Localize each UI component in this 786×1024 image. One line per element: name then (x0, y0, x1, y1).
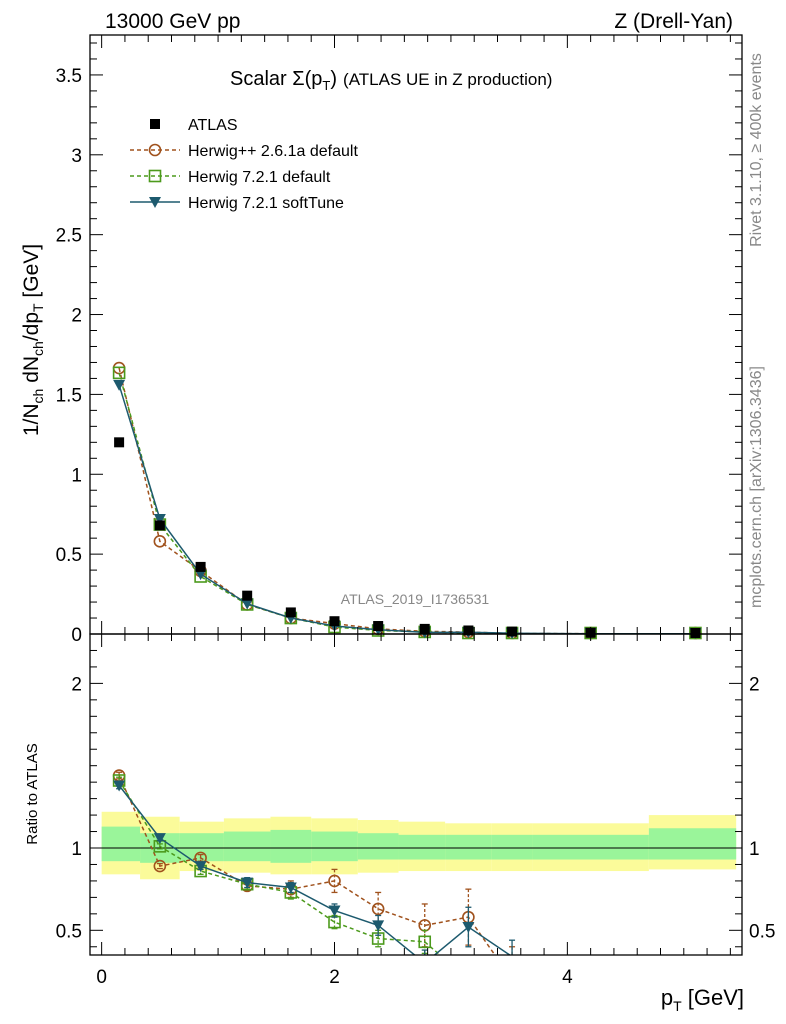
main-ytick-label: 3.5 (56, 66, 82, 87)
main-ytick-label: 0 (71, 625, 82, 646)
main-point-3-3 (241, 598, 254, 610)
legend-label-2: Herwig 7.2.1 default (188, 169, 331, 186)
legend-label-1: Herwig++ 2.6.1a default (188, 143, 358, 160)
ratio-ytick-label-left: 0.5 (56, 921, 82, 942)
ratio-point-2-8 (462, 922, 475, 934)
ratio-point-0-1 (153, 859, 167, 873)
legend-marker-1 (148, 143, 162, 157)
ratio-point-2-3 (241, 877, 254, 889)
main-point-0-3 (242, 590, 253, 601)
ratio-point-1-7 (418, 935, 432, 949)
ratio-point-2-0 (113, 780, 126, 792)
main-point-0-4 (285, 607, 296, 618)
main-point-0-2 (195, 561, 206, 572)
ratio-frame (89, 633, 743, 956)
main-ytick-label: 1 (71, 465, 82, 486)
main-series-0 (114, 437, 701, 638)
main-point-0-7 (419, 623, 430, 634)
x-label-main: p (661, 985, 673, 1010)
main-point-1-1 (153, 535, 167, 548)
ratio-xtick-label: 0 (96, 967, 107, 988)
axes: 0 0.5 1 1.5 2 2.5 3 3.5 0 2 4 0.5 0.5 1 1 2 2 (56, 34, 775, 988)
ratio-point-0-5 (328, 874, 341, 888)
legend: ATLAS Herwig++ 2.6.1a default Herwig 7.2.1… (130, 117, 358, 212)
ratio-point-2-4 (284, 882, 297, 894)
ratio-series-2 (113, 780, 516, 955)
ratio-point-2-1 (153, 833, 166, 845)
ratio-xtick-label: 4 (562, 967, 573, 988)
side-text-top: Rivet 3.1.10, ≥ 400k events (748, 53, 765, 247)
main-point-3-1 (153, 513, 166, 525)
main-point-0-11 (690, 628, 701, 638)
main-ylabel: 1/Nch dNch/dpT [GeV] (20, 244, 46, 436)
main-point-0-1 (154, 520, 165, 531)
band-green-0 (101, 826, 141, 862)
legend-marker-2 (148, 169, 162, 183)
header-right: Z (Drell-Yan) (614, 10, 733, 33)
x-label-sub: T (673, 998, 682, 1014)
header-left: 13000 GeV pp (105, 10, 240, 33)
main-point-0-9 (507, 626, 518, 637)
x-label-rest: [GeV] (682, 985, 744, 1010)
ratio-series-0 (112, 769, 516, 955)
band-green-5 (311, 831, 358, 862)
watermark: ATLAS_2019_I1736531 (341, 591, 490, 607)
legend-item-1: Herwig++ 2.6.1a default (130, 143, 358, 160)
ratio-ylabel: Ratio to ATLAS (24, 743, 41, 844)
main-series-line-3 (118, 384, 696, 635)
ratio-point-2-6 (372, 920, 385, 932)
side-text-bottom: mcplots.cern.ch [arXiv:1306.3436] (748, 366, 765, 608)
legend-marker-0 (150, 119, 160, 129)
main-title-rest: (ATLAS UE in Z production) (343, 70, 552, 89)
main-ytick-label: 0.5 (56, 545, 82, 566)
main-ytick-label: 2 (71, 306, 82, 327)
main-title-main: Scalar Σ(p (230, 68, 322, 90)
legend-label-0: ATLAS (188, 117, 238, 134)
main-point-3-0 (113, 379, 126, 391)
main-point-0-6 (373, 621, 384, 632)
ratio-series-1 (112, 774, 442, 955)
ratio-series-line-1 (118, 780, 442, 955)
main-point-2-0 (112, 366, 126, 380)
main-ytick-label: 2.5 (56, 226, 82, 247)
main-title: Scalar Σ(pT) (ATLAS UE in Z production) (230, 68, 552, 93)
ratio-point-0-6 (371, 902, 385, 916)
band-green-4 (270, 829, 312, 863)
ratio-point-2-5 (328, 905, 341, 917)
band-green-8 (445, 834, 492, 860)
x-axis-label: pT [GeV] (661, 985, 744, 1014)
legend-item-0: ATLAS (150, 117, 238, 134)
ratio-series-line-2 (118, 784, 512, 955)
main-series-line-2 (118, 372, 696, 635)
legend-label-3: Herwig 7.2.1 softTune (188, 195, 344, 212)
band-green-3 (223, 831, 271, 862)
ratio-clipped (112, 769, 516, 955)
ratio-series-line-0 (118, 775, 496, 955)
main-ytick-label: 1.5 (56, 385, 82, 406)
ratio-point-2-2 (194, 861, 207, 873)
legend-item-3: Herwig 7.2.1 softTune (130, 195, 344, 212)
ratio-ytick-label-left: 1 (71, 839, 82, 860)
main-ytick-label: 3 (71, 146, 82, 167)
ratio-ytick-label-right: 0.5 (749, 921, 775, 942)
main-title-close: ) (330, 68, 337, 90)
band-green-9 (491, 834, 533, 860)
ratio-ytick-label-right: 1 (749, 839, 760, 860)
band-green-10 (532, 834, 649, 860)
legend-marker-3 (149, 197, 161, 208)
ratio-ytick-label-right: 2 (749, 674, 760, 695)
ratio-plot (112, 769, 516, 955)
legend-item-2: Herwig 7.2.1 default (130, 169, 331, 186)
ratio-xtick-label: 2 (329, 967, 340, 988)
band-green-6 (357, 833, 399, 860)
main-title-sub: T (322, 78, 330, 93)
main-point-0-8 (463, 625, 474, 636)
band-green-11 (648, 828, 737, 860)
band-green-7 (398, 834, 446, 860)
ratio-ytick-label-left: 2 (71, 674, 82, 695)
main-point-0-0 (114, 437, 125, 448)
